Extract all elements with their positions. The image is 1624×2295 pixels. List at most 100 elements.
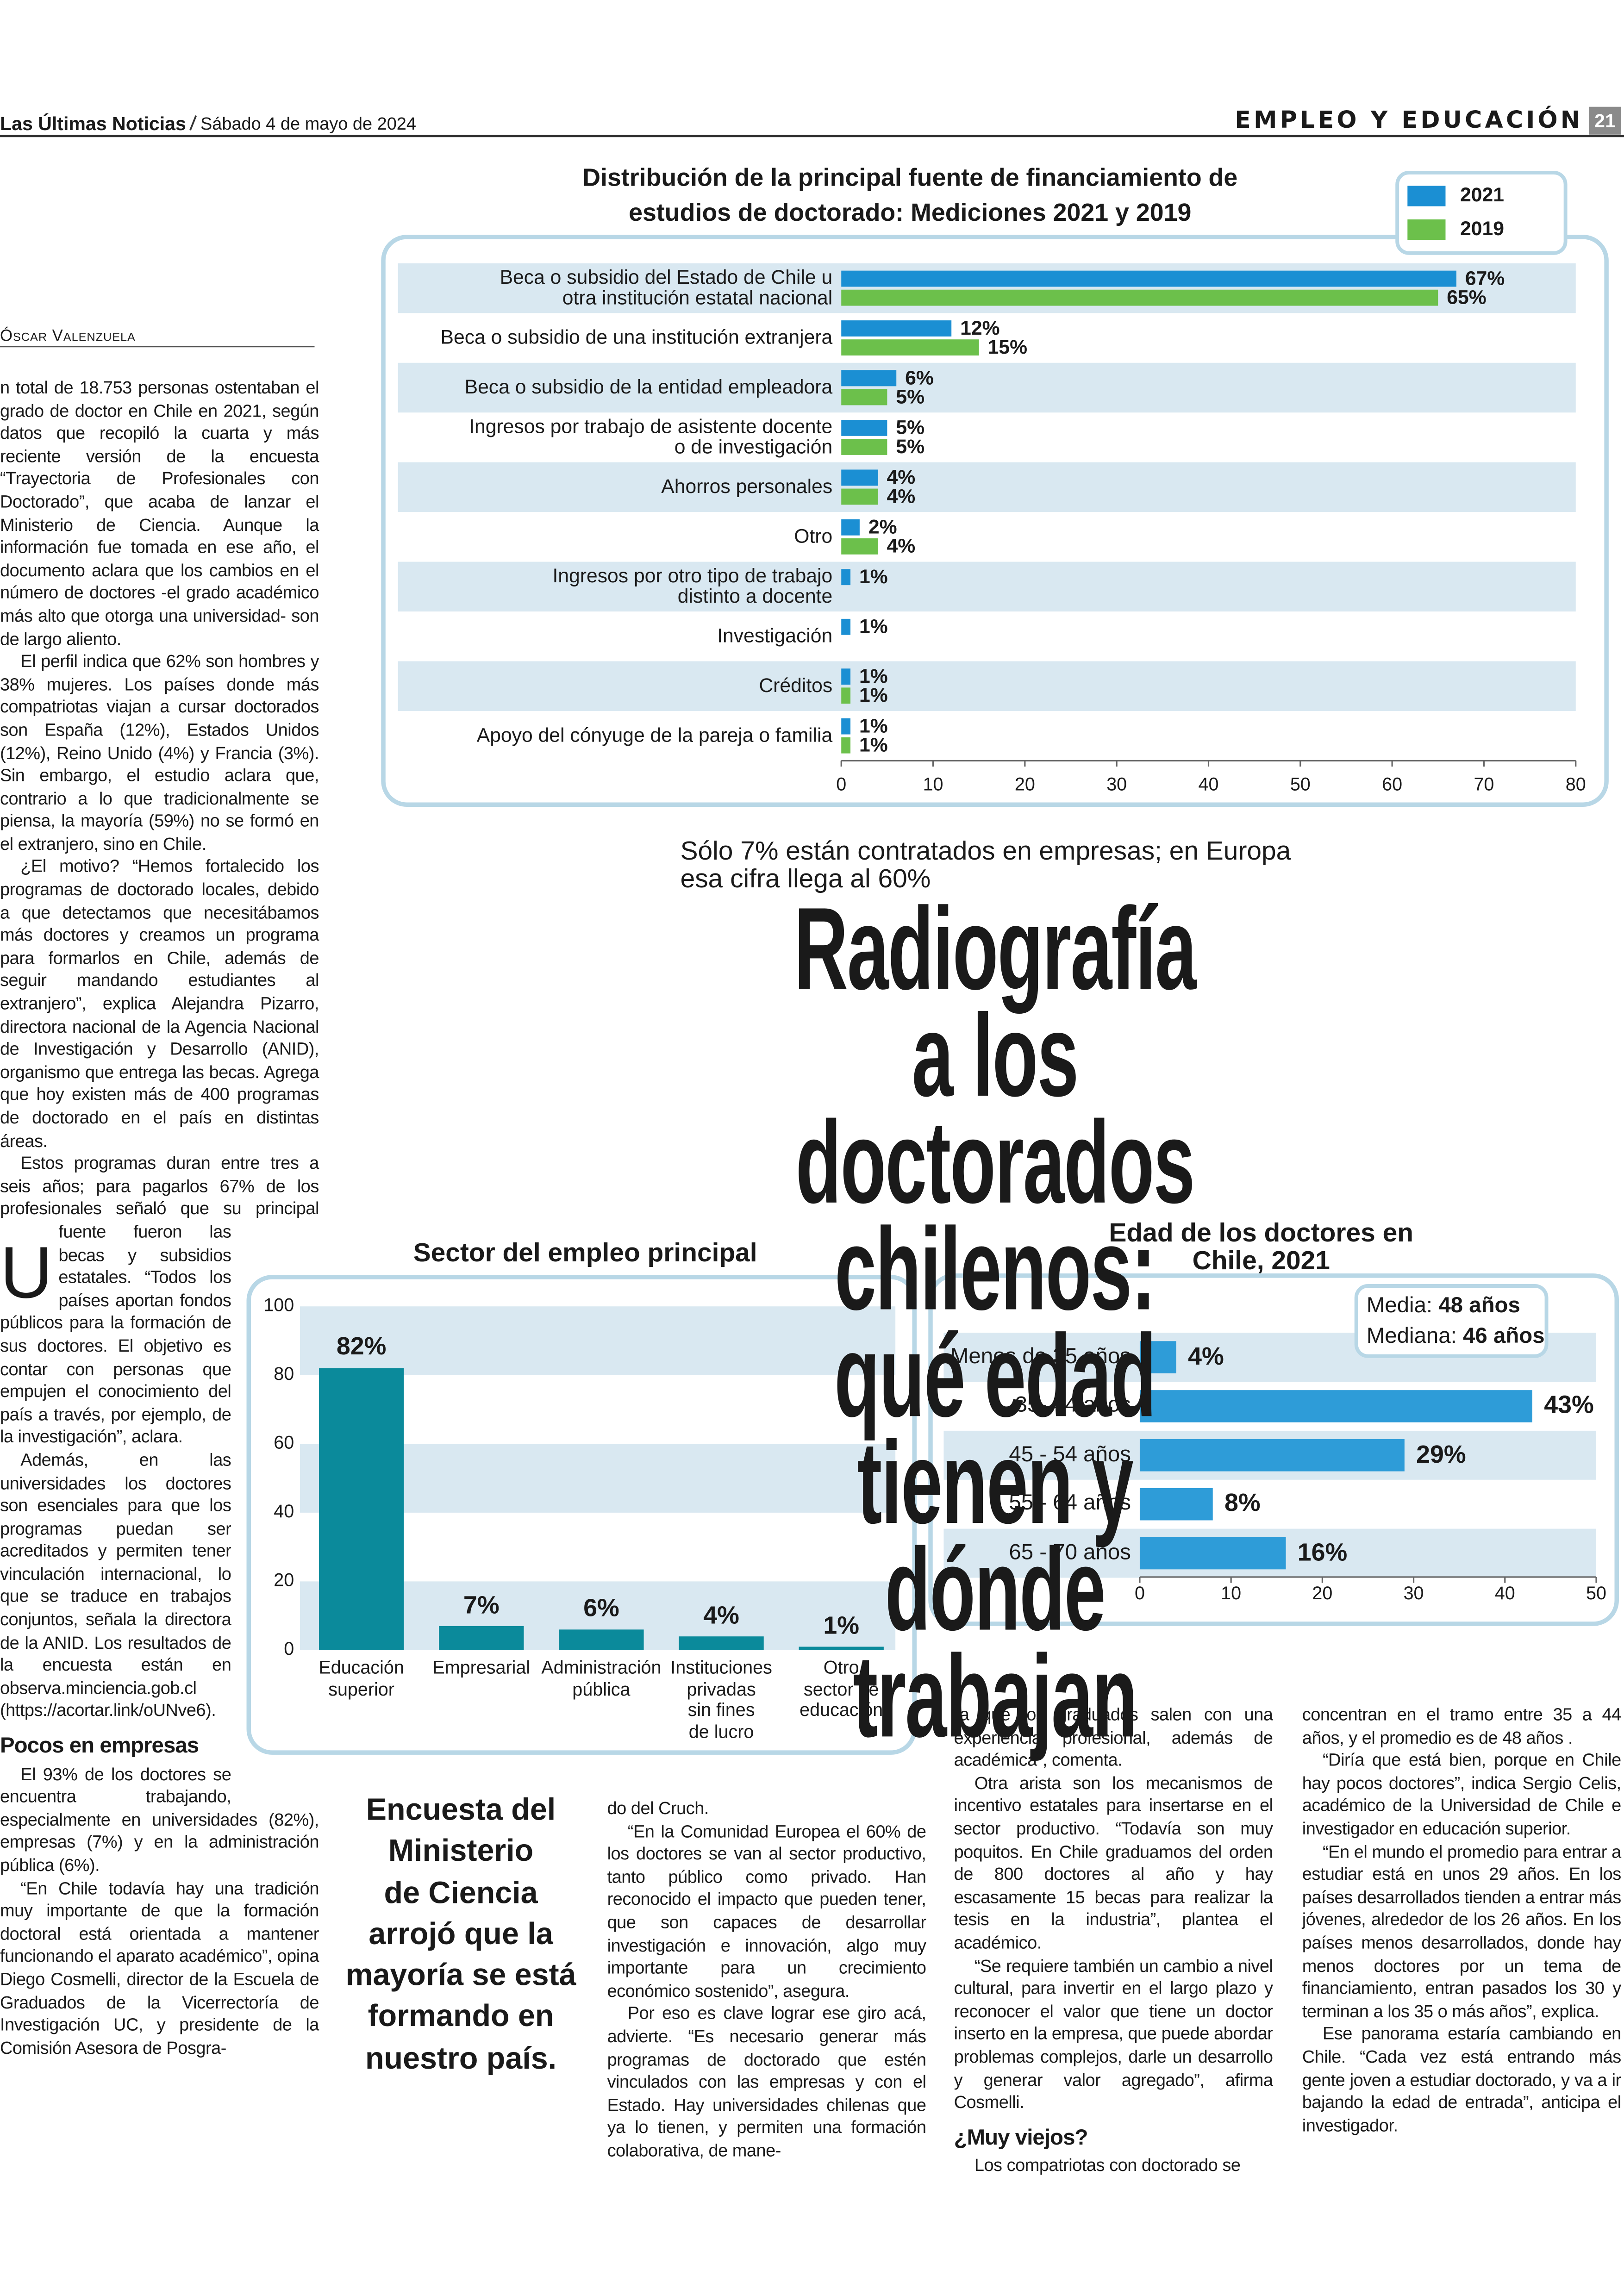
bar [841, 420, 887, 436]
x-tick-label: Empresarial [432, 1657, 531, 1678]
bar [841, 339, 979, 355]
category-label: 55 - 64 años [1009, 1491, 1131, 1516]
bar [841, 488, 878, 505]
value-label: 4% [887, 465, 916, 488]
bar [1139, 1439, 1405, 1472]
category-label: Ahorros personales [661, 475, 833, 498]
bar [841, 469, 878, 486]
category-label: 35- 44 años [1015, 1393, 1131, 1418]
y-tick-label: 60 [274, 1432, 294, 1453]
legend-label: 2021 [1460, 184, 1505, 206]
category-label: Beca o subsidio del Estado de Chile u ot… [500, 266, 833, 309]
x-tick-label: Educación superior [319, 1657, 404, 1699]
article-column: do del Cruch. “En la Comunidad Europea e… [607, 1798, 926, 2163]
category-label: 45 - 54 años [1009, 1442, 1131, 1467]
bar [439, 1626, 524, 1650]
value-label: 67% [1465, 266, 1505, 289]
value-label: 8% [1224, 1489, 1261, 1517]
x-tick-label: 60 [1382, 774, 1403, 795]
value-label: 1% [859, 733, 888, 755]
y-tick-label: 0 [284, 1639, 294, 1659]
paragraph: El 93% de los doctores se encuentra trab… [0, 1764, 319, 1876]
value-label: 4% [703, 1601, 739, 1629]
category-label: Apoyo del cónyuge de la pareja o familia [476, 724, 833, 746]
value-label: 1% [859, 683, 888, 705]
annotation-label: Mediana: [1366, 1324, 1457, 1349]
category-label: 65 - 70 años [1009, 1540, 1131, 1565]
category-label: Otro [794, 525, 833, 547]
bar [799, 1646, 884, 1650]
value-label: 82% [336, 1333, 387, 1361]
category-label: Investigación [717, 624, 833, 647]
bar [1139, 1488, 1213, 1521]
category-label: Beca o subsidio de una institución extra… [440, 326, 833, 349]
paragraph: El perfil indica que 62% son hombres y 3… [0, 651, 319, 854]
bar [559, 1629, 644, 1650]
bar [841, 718, 851, 735]
article-column: Un total de 18.753 personas ostentaban e… [0, 377, 319, 2169]
x-tick-label: 0 [836, 774, 847, 795]
bar [841, 320, 952, 337]
value-label: 29% [1416, 1440, 1466, 1468]
x-tick-label: Instituciones privadas sin fines de lucr… [670, 1657, 772, 1742]
value-label: 15% [987, 335, 1028, 357]
legend-label: 2019 [1460, 217, 1505, 240]
category-label: Menos de 35 años [950, 1344, 1131, 1369]
paragraph: Por eso es clave lograr ese giro acá, ad… [607, 2003, 926, 2161]
x-tick-label: 50 [1290, 774, 1311, 795]
row-band [398, 362, 1576, 413]
paragraph: Los compatriotas con doctorado se [974, 2155, 1241, 2176]
value-label: 12% [960, 316, 1000, 338]
value-label: 5% [896, 435, 925, 457]
annotation-value: 46 años [1463, 1324, 1545, 1349]
x-tick-label: 40 [1198, 774, 1219, 795]
paragraph: “Se requiere también un cambio a nivel c… [954, 1955, 1273, 2113]
value-label: 5% [896, 416, 925, 438]
article-column: ra que los graduados salen con una exper… [954, 1704, 1273, 2178]
bar [841, 270, 1456, 287]
y-tick-label: 20 [274, 1570, 294, 1591]
category-label: Ingresos por otro tipo de trabajo distin… [552, 564, 833, 607]
paragraph: “Diría que está bien, porque en Chile ha… [1302, 1750, 1621, 1839]
x-tick-label: 0 [1134, 1583, 1145, 1604]
x-tick-label: 50 [1586, 1583, 1606, 1604]
row-band [398, 661, 1576, 711]
value-label: 4% [1188, 1342, 1224, 1370]
bar [841, 538, 878, 555]
paragraph: Estos programas duran entre tres a seis … [0, 1153, 319, 1447]
bar [841, 737, 851, 754]
bar [841, 519, 860, 536]
value-label: 1% [859, 714, 888, 736]
value-label: 7% [463, 1590, 500, 1619]
x-tick-label: Otro sector de educación [800, 1657, 883, 1721]
legend-swatch [1407, 219, 1446, 240]
legend-swatch [1407, 186, 1446, 206]
paragraph: ra que los graduados salen con una exper… [954, 1704, 1273, 1771]
bar [841, 389, 887, 405]
header-divider [189, 115, 197, 131]
paragraph: “En la Comunidad Europea el 60% de los d… [607, 1821, 926, 2001]
bar [841, 439, 887, 455]
x-tick-label: 40 [1494, 1583, 1515, 1604]
subheading: Pocos en empresas [0, 1734, 199, 1759]
y-tick-label: 100 [263, 1295, 294, 1316]
chart-frame [381, 235, 1609, 807]
paragraph: ¿El motivo? “Hemos fortalecido los progr… [0, 856, 319, 1151]
publication: Las Últimas Noticias [0, 112, 186, 135]
value-label: 6% [905, 366, 934, 388]
value-label: 65% [1447, 285, 1487, 308]
chart-title: Distribución de la principal fuente de f… [582, 163, 1238, 227]
x-tick-label: 20 [1014, 774, 1035, 795]
value-label: 1% [859, 664, 888, 686]
value-label: 5% [896, 385, 925, 407]
category-label: Beca o subsidio de la entidad empleadora [464, 376, 833, 398]
chart-frame [928, 1273, 1619, 1626]
y-tick-label: 40 [274, 1501, 294, 1522]
x-tick-label: 20 [1312, 1583, 1333, 1604]
bar [841, 687, 851, 704]
annotation-value: 48 años [1438, 1293, 1520, 1318]
value-label: 16% [1297, 1538, 1348, 1566]
pull-quote: Encuesta del Ministerio de Ciencia arroj… [345, 1793, 576, 2076]
